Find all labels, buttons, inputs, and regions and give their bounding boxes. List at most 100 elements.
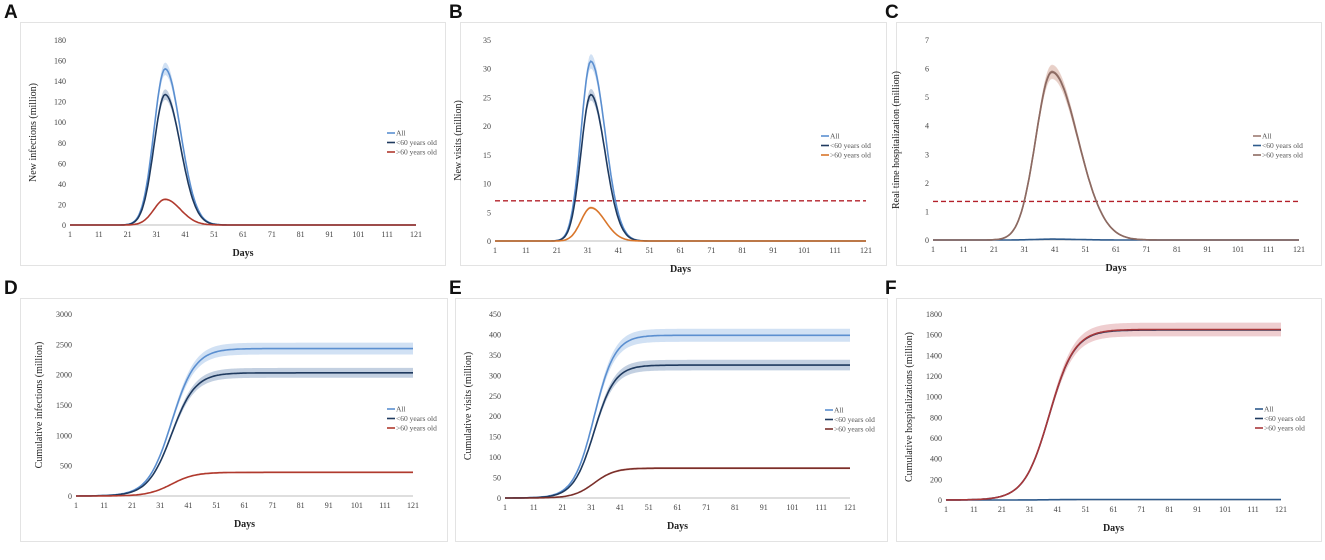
x-tick-label: 121 bbox=[860, 246, 872, 255]
y-tick-label: 10 bbox=[483, 180, 491, 189]
legend-label: >60 years old bbox=[396, 148, 437, 157]
x-tick-label: 41 bbox=[1051, 245, 1059, 254]
y-tick-label: 120 bbox=[54, 98, 66, 107]
y-tick-label: 2000 bbox=[56, 371, 72, 380]
legend-label: All bbox=[834, 406, 844, 415]
y-tick-label: 2 bbox=[925, 179, 929, 188]
x-tick-label: 51 bbox=[210, 230, 218, 239]
x-tick-label: 61 bbox=[1110, 505, 1118, 514]
x-tick-label: 61 bbox=[241, 501, 249, 510]
x-tick-label: 71 bbox=[269, 501, 277, 510]
x-tick-label: 101 bbox=[798, 246, 810, 255]
x-tick-label: 81 bbox=[1165, 505, 1173, 514]
series-line-2 bbox=[933, 71, 1299, 241]
y-tick-label: 60 bbox=[58, 159, 66, 168]
y-tick-label: 25 bbox=[483, 93, 491, 102]
x-tick-label: 71 bbox=[268, 230, 276, 239]
legend-label: All bbox=[1262, 132, 1272, 141]
x-tick-label: 31 bbox=[1021, 245, 1029, 254]
panel-letter-f: F bbox=[885, 278, 897, 299]
legend-label: <60 years old bbox=[834, 415, 875, 424]
x-tick-label: 61 bbox=[239, 230, 247, 239]
x-tick-label: 51 bbox=[212, 501, 220, 510]
x-tick-label: 91 bbox=[1204, 245, 1212, 254]
series-line-0 bbox=[75, 347, 413, 497]
panel-frame-f bbox=[896, 298, 1322, 542]
x-tick-label: 11 bbox=[960, 245, 968, 254]
y-tick-label: 1000 bbox=[56, 431, 72, 440]
panel-letter-a: A bbox=[4, 2, 18, 23]
legend-label: >60 years old bbox=[834, 425, 875, 434]
panel-frame-d bbox=[20, 298, 448, 542]
x-tick-label: 121 bbox=[407, 501, 419, 510]
x-tick-label: 51 bbox=[645, 503, 653, 512]
x-tick-label: 21 bbox=[998, 505, 1006, 514]
series-line-2 bbox=[945, 328, 1281, 501]
y-tick-label: 250 bbox=[489, 392, 501, 401]
x-tick-label: 111 bbox=[381, 230, 392, 239]
x-tick-label: 1 bbox=[68, 230, 72, 239]
x-tick-label: 61 bbox=[674, 503, 682, 512]
x-tick-label: 111 bbox=[1263, 245, 1274, 254]
x-tick-label: 21 bbox=[124, 230, 132, 239]
x-tick-label: 101 bbox=[1232, 245, 1244, 254]
x-tick-label: 31 bbox=[153, 230, 161, 239]
x-tick-label: 41 bbox=[184, 501, 192, 510]
y-tick-label: 100 bbox=[54, 118, 66, 127]
series-line-0 bbox=[505, 334, 850, 499]
x-tick-label: 61 bbox=[1112, 245, 1120, 254]
x-tick-label: 121 bbox=[1293, 245, 1305, 254]
series-line-2 bbox=[505, 467, 850, 499]
x-tick-label: 91 bbox=[1193, 505, 1201, 514]
y-tick-label: 1600 bbox=[926, 331, 942, 340]
legend-label: All bbox=[1264, 405, 1274, 414]
y-tick-label: 800 bbox=[930, 413, 942, 422]
y-tick-label: 140 bbox=[54, 77, 66, 86]
x-tick-label: 51 bbox=[646, 246, 654, 255]
y-tick-label: 0 bbox=[487, 237, 491, 246]
y-tick-label: 160 bbox=[54, 57, 66, 66]
x-tick-label: 11 bbox=[970, 505, 978, 514]
legend-label: All bbox=[396, 129, 406, 138]
x-tick-label: 101 bbox=[787, 503, 799, 512]
y-tick-label: 0 bbox=[62, 221, 66, 230]
x-tick-label: 81 bbox=[297, 230, 305, 239]
legend-label: <60 years old bbox=[1264, 414, 1305, 423]
x-tick-label: 21 bbox=[553, 246, 561, 255]
y-tick-label: 300 bbox=[489, 371, 501, 380]
y-tick-label: 30 bbox=[483, 65, 491, 74]
x-tick-label: 111 bbox=[816, 503, 827, 512]
series-line-2 bbox=[76, 471, 413, 497]
y-tick-label: 600 bbox=[930, 434, 942, 443]
x-tick-label: 1 bbox=[944, 505, 948, 514]
y-tick-label: 50 bbox=[493, 474, 501, 483]
panel-letter-d: D bbox=[4, 278, 18, 299]
series-line-1 bbox=[945, 329, 1281, 501]
series-band-2 bbox=[946, 322, 1281, 500]
legend-label: <60 years old bbox=[396, 138, 437, 147]
y-tick-label: 80 bbox=[58, 139, 66, 148]
x-tick-label: 31 bbox=[587, 503, 595, 512]
y-tick-label: 35 bbox=[483, 36, 491, 45]
x-tick-label: 91 bbox=[769, 246, 777, 255]
legend-label: <60 years old bbox=[830, 141, 871, 150]
y-axis-label: Cumulative infections (million) bbox=[34, 342, 45, 469]
y-tick-label: 180 bbox=[54, 36, 66, 45]
y-tick-label: 500 bbox=[60, 462, 72, 471]
y-tick-label: 1000 bbox=[926, 393, 942, 402]
y-tick-label: 1200 bbox=[926, 372, 942, 381]
series-line-1 bbox=[505, 364, 850, 499]
x-tick-label: 81 bbox=[297, 501, 305, 510]
x-tick-label: 111 bbox=[829, 246, 840, 255]
y-tick-label: 1 bbox=[925, 207, 929, 216]
x-tick-label: 31 bbox=[1026, 505, 1034, 514]
y-tick-label: 1800 bbox=[926, 310, 942, 319]
x-tick-label: 21 bbox=[559, 503, 567, 512]
y-tick-label: 3 bbox=[925, 150, 929, 159]
x-tick-label: 71 bbox=[1143, 245, 1151, 254]
x-tick-label: 81 bbox=[738, 246, 746, 255]
y-tick-label: 4 bbox=[925, 122, 929, 131]
